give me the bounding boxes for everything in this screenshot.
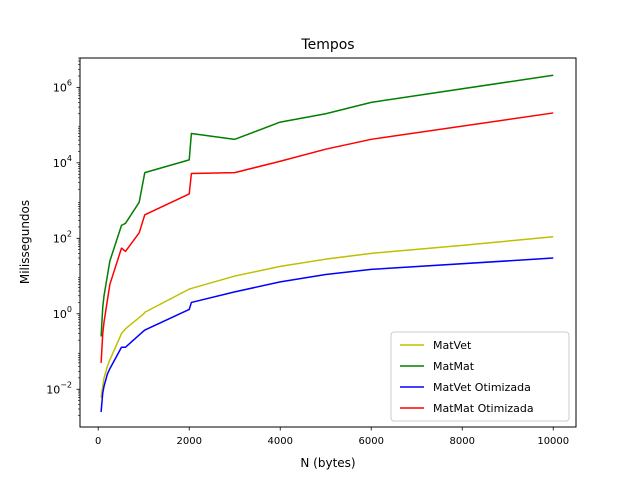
y-tick-label: 106: [53, 78, 72, 94]
y-tick-label: 10−2: [46, 380, 72, 396]
x-tick-label: 2000: [176, 436, 201, 447]
y-tick-label: 102: [53, 229, 72, 245]
legend-box: [390, 331, 570, 422]
legend-label: MatVet Otimizada: [433, 381, 531, 394]
x-tick-label: 4000: [267, 436, 292, 447]
axes-frame: [79, 57, 577, 428]
y-tick-label: 104: [53, 154, 72, 170]
series-line-1: [100, 236, 554, 398]
y-axis-label: Milissegundos: [18, 200, 32, 284]
x-axis-ticks: 0 2000 4000 6000 8000 10000: [95, 427, 569, 447]
x-tick-label: 8000: [450, 436, 475, 447]
chart-title: Tempos: [300, 37, 354, 53]
x-tick-label: 0: [95, 436, 101, 447]
legend-label: MatVet: [433, 339, 472, 352]
series-line-3: [100, 257, 554, 413]
series-line-2: [100, 74, 554, 337]
legend: MatVet MatMat MatVet Otimizada MatMat Otimi…: [390, 331, 570, 422]
y-axis-ticks: 10−2 100 102 104 106: [46, 57, 80, 416]
x-tick-label: 6000: [359, 436, 384, 447]
legend-label: MatMat Otimizada: [433, 402, 534, 415]
y-tick-label: 100: [53, 305, 72, 321]
series-line-4: [100, 112, 554, 363]
legend-label: MatMat: [433, 360, 475, 373]
x-axis-label: N (bytes): [300, 456, 355, 470]
x-tick-label: 10000: [537, 436, 569, 447]
series-layer: [100, 74, 554, 413]
